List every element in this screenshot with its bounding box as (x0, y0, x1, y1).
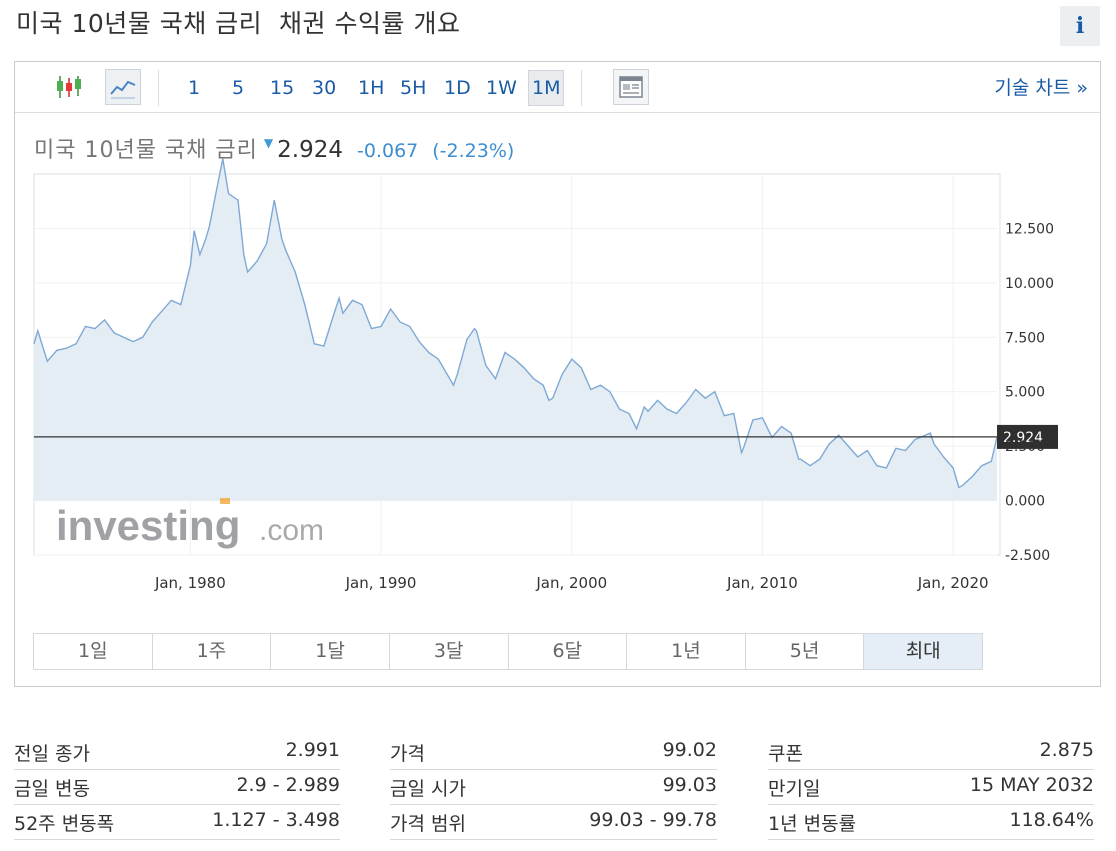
range-5-year[interactable]: 5년 (746, 634, 865, 669)
stat-value: 99.02 (662, 739, 717, 761)
stat-row: 금일 변동 2.9 - 2.989 (14, 770, 340, 805)
y-tick-label: -2.500 (1005, 548, 1050, 564)
line-chart-icon[interactable] (105, 69, 141, 105)
stat-label: 가격 (390, 743, 425, 765)
y-tick-label: 2.500 (1005, 439, 1045, 455)
range-6-month[interactable]: 6달 (509, 634, 628, 669)
last-price: 2.924 (277, 137, 343, 163)
y-tick-label: 7.500 (1005, 330, 1045, 346)
interval-1m[interactable]: 1M (528, 70, 565, 106)
stat-row: 52주 변동폭 1.127 - 3.498 (14, 805, 340, 840)
x-tick-label: Jan, 1990 (345, 574, 417, 592)
yield-area-fill (34, 158, 997, 501)
stat-value: 2.991 (285, 739, 340, 761)
x-axis-ticks: Jan, 1980 Jan, 1990 Jan, 2000 Jan, 2010 Jan,… (154, 574, 989, 592)
news-icon[interactable] (613, 69, 649, 105)
x-tick-label: Jan, 2000 (535, 574, 607, 592)
interval-1h[interactable]: 1H (358, 77, 385, 99)
stat-label: 가격 범위 (390, 813, 466, 835)
stat-label: 1년 변동률 (768, 813, 857, 835)
down-arrow-icon: ▼ (263, 136, 274, 150)
range-1-month[interactable]: 1달 (271, 634, 390, 669)
stat-row: 금일 시가 99.03 (390, 770, 717, 805)
stat-row: 가격 범위 99.03 - 99.78 (390, 805, 717, 840)
current-value-label: 2.924 (1003, 430, 1043, 446)
interval-30[interactable]: 30 (312, 77, 337, 99)
stat-row: 만기일 15 MAY 2032 (768, 770, 1094, 805)
stat-value: 15 MAY 2032 (969, 774, 1094, 796)
range-1-week[interactable]: 1주 (153, 634, 272, 669)
logo-suffix: .com (259, 514, 324, 547)
stat-row: 1년 변동률 118.64% (768, 805, 1094, 840)
price-change: -0.067 (357, 140, 419, 162)
stat-value: 118.64% (1009, 809, 1094, 831)
toolbar-divider (158, 70, 159, 106)
interval-5h[interactable]: 5H (400, 77, 427, 99)
y-tick-label: 10.000 (1005, 276, 1054, 292)
x-tick-label: Jan, 2010 (726, 574, 798, 592)
page-title: 미국 10년물 국채 금리 채권 수익률 개요 (16, 9, 461, 38)
interval-15[interactable]: 15 (270, 77, 295, 99)
price-change-percent: (-2.23%) (432, 140, 515, 162)
time-range-selector: 1일 1주 1달 3달 6달 1년 5년 최대 (33, 633, 983, 670)
stat-row: 전일 종가 2.991 (14, 735, 340, 770)
current-value-badge (997, 424, 1058, 449)
stats-column-3: 쿠폰 2.875 만기일 15 MAY 2032 1년 변동률 118.64% (768, 735, 1094, 840)
stat-value: 99.03 (662, 774, 717, 796)
y-tick-label: 12.500 (1005, 221, 1054, 237)
stat-label: 만기일 (768, 778, 821, 800)
stat-label: 금일 시가 (390, 778, 466, 800)
y-tick-label: 5.000 (1005, 385, 1045, 401)
investing-logo: investing .com (56, 498, 324, 549)
stats-column-2: 가격 99.02 금일 시가 99.03 가격 범위 99.03 - 99.78 (390, 735, 717, 840)
stat-row: 가격 99.02 (390, 735, 717, 770)
x-tick-label: Jan, 1980 (154, 574, 226, 592)
info-button[interactable]: i (1060, 6, 1100, 46)
yield-line (33, 158, 998, 489)
range-3-month[interactable]: 3달 (390, 634, 509, 669)
interval-1w[interactable]: 1W (486, 77, 517, 99)
interval-1d[interactable]: 1D (444, 77, 471, 99)
stat-value: 99.03 - 99.78 (589, 809, 717, 831)
candlestick-icon[interactable] (51, 69, 87, 105)
technical-chart-link[interactable]: 기술 차트 » (994, 77, 1088, 99)
x-tick-label: Jan, 2020 (917, 574, 989, 592)
stat-label: 전일 종가 (14, 743, 90, 765)
stat-value: 2.9 - 2.989 (236, 774, 340, 796)
stat-value: 2.875 (1039, 739, 1094, 761)
stats-column-1: 전일 종가 2.991 금일 변동 2.9 - 2.989 52주 변동폭 1.127… (14, 735, 340, 840)
yield-chart[interactable]: investing .com 2.924 12.50010.0007.5005.… (15, 62, 1100, 622)
quote-header: 미국 10년물 국채 금리 ▼ 2.924 -0.067 (-2.23%) (34, 132, 514, 164)
stat-row: 쿠폰 2.875 (768, 735, 1094, 770)
stat-label: 금일 변동 (14, 778, 90, 800)
toolbar-divider (581, 70, 582, 106)
y-tick-label: 0.000 (1005, 494, 1045, 510)
interval-1[interactable]: 1 (188, 77, 201, 99)
stat-value: 1.127 - 3.498 (212, 809, 340, 831)
instrument-name: 미국 10년물 국채 금리 (34, 138, 258, 163)
range-1-day[interactable]: 1일 (34, 634, 153, 669)
interval-5[interactable]: 5 (232, 77, 245, 99)
bond-statistics: 전일 종가 2.991 금일 변동 2.9 - 2.989 52주 변동폭 1.127… (14, 735, 1098, 845)
y-axis-ticks: 12.500 10.000 7.500 5.000 2.500 0.000 -2.500 (1005, 221, 1054, 564)
logo-brand: investing (56, 502, 240, 549)
stat-label: 쿠폰 (768, 743, 803, 765)
stat-label: 52주 변동폭 (14, 813, 115, 835)
range-1-year[interactable]: 1년 (627, 634, 746, 669)
chart-panel: 1 5 15 30 1H 5H 1D 1W 1M 기술 차트 » 미국 10년물… (14, 61, 1101, 687)
range-max[interactable]: 최대 (864, 634, 982, 669)
chart-toolbar: 1 5 15 30 1H 5H 1D 1W 1M 기술 차트 » (15, 62, 1100, 113)
